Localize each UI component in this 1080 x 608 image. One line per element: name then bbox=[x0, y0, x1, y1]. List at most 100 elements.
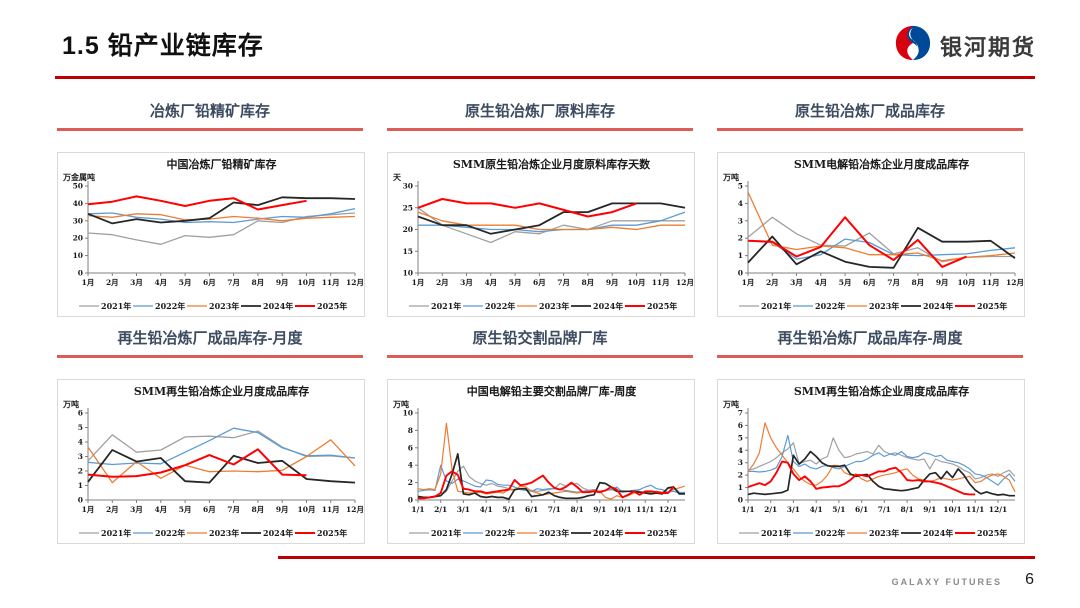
svg-text:4: 4 bbox=[738, 446, 743, 455]
series-2025年 bbox=[87, 195, 307, 211]
axis-unit-label: 万金属吨 bbox=[62, 172, 95, 182]
legend-label: 2024年 bbox=[923, 301, 953, 311]
svg-text:5/1: 5/1 bbox=[832, 505, 845, 514]
section-heading-finished-primary: 原生铅冶炼厂成品库存 bbox=[717, 100, 1023, 131]
legend-label: 2024年 bbox=[593, 528, 623, 538]
svg-text:3/1: 3/1 bbox=[787, 505, 800, 514]
legend-label: 2025年 bbox=[977, 301, 1007, 311]
legend-label: 2024年 bbox=[263, 528, 293, 538]
svg-text:5: 5 bbox=[738, 433, 743, 442]
chart-title: SMM原生铅冶炼企业月度原料库存天数 bbox=[453, 157, 651, 171]
series-2023年 bbox=[87, 213, 356, 222]
svg-text:2月: 2月 bbox=[436, 278, 449, 287]
series-2025年 bbox=[747, 460, 976, 496]
section-heading-recycled-monthly: 再生铅冶炼厂成品库存-月度 bbox=[57, 327, 363, 358]
svg-text:9月: 9月 bbox=[606, 278, 619, 287]
chart-title: SMM再生铅冶炼企业周度成品库存 bbox=[794, 384, 969, 398]
svg-text:1: 1 bbox=[738, 483, 743, 492]
svg-text:3月: 3月 bbox=[130, 278, 143, 287]
axis-unit-label: 天 bbox=[393, 172, 402, 182]
series-2024年 bbox=[417, 202, 686, 235]
svg-text:7月: 7月 bbox=[227, 278, 240, 287]
svg-text:9月: 9月 bbox=[276, 278, 289, 287]
svg-text:6: 6 bbox=[78, 409, 83, 418]
svg-text:8月: 8月 bbox=[252, 278, 265, 287]
chart-title: SMM再生铅冶炼企业月度成品库存 bbox=[134, 384, 309, 398]
svg-text:4: 4 bbox=[408, 461, 413, 470]
svg-text:0: 0 bbox=[738, 496, 743, 505]
svg-text:2: 2 bbox=[738, 234, 743, 243]
svg-text:10月: 10月 bbox=[298, 278, 316, 287]
svg-text:8月: 8月 bbox=[912, 278, 925, 287]
footer-divider bbox=[278, 556, 1035, 559]
chart-delivery-brand-weekly: 中国电解铅主要交割品牌厂库-周度 万吨 0 2 4 6 8 10 1/1 2/1 3/1 4/1 5/1… bbox=[387, 379, 695, 544]
svg-text:10/1: 10/1 bbox=[613, 505, 631, 514]
legend-label: 2022年 bbox=[485, 528, 515, 538]
series-2025年 bbox=[417, 198, 637, 218]
svg-text:8月: 8月 bbox=[582, 278, 595, 287]
svg-text:4: 4 bbox=[738, 199, 743, 208]
svg-text:6月: 6月 bbox=[863, 278, 876, 287]
svg-text:3月: 3月 bbox=[130, 505, 143, 514]
legend-label: 2021年 bbox=[431, 301, 461, 311]
series-2021年 bbox=[87, 430, 356, 462]
legend-label: 2022年 bbox=[485, 301, 515, 311]
series-2022年 bbox=[747, 238, 1016, 260]
svg-text:6: 6 bbox=[738, 421, 743, 430]
svg-text:2: 2 bbox=[78, 467, 83, 476]
svg-text:5: 5 bbox=[78, 423, 83, 432]
chart-title: 中国电解铅主要交割品牌厂库-周度 bbox=[467, 384, 638, 398]
svg-text:0: 0 bbox=[78, 269, 83, 278]
svg-text:8/1: 8/1 bbox=[571, 505, 584, 514]
svg-text:15: 15 bbox=[403, 247, 413, 256]
series-2024年 bbox=[87, 449, 356, 484]
svg-text:9/1: 9/1 bbox=[593, 505, 606, 514]
svg-text:9月: 9月 bbox=[276, 505, 289, 514]
svg-text:8月: 8月 bbox=[252, 505, 265, 514]
logo-wordmark: 银河期货 bbox=[939, 34, 1036, 60]
svg-text:10/1: 10/1 bbox=[943, 505, 961, 514]
legend-label: 2021年 bbox=[101, 528, 131, 538]
chart-electrolytic-finished-monthly: SMM电解铅冶炼企业月度成品库存 万吨 0 1 2 3 4 5 1月 2月 3月 4月 5月 6月 7月 8月… bbox=[717, 152, 1025, 317]
legend-label: 2023年 bbox=[209, 301, 239, 311]
legend-label: 2022年 bbox=[815, 301, 845, 311]
svg-text:5/1: 5/1 bbox=[502, 505, 515, 514]
svg-text:12月: 12月 bbox=[676, 278, 694, 287]
axis-unit-label: 万吨 bbox=[722, 172, 739, 182]
legend-label: 2025年 bbox=[647, 528, 677, 538]
svg-text:1月: 1月 bbox=[82, 505, 95, 514]
chart-title: 中国冶炼厂铅精矿库存 bbox=[167, 157, 277, 171]
svg-text:10月: 10月 bbox=[958, 278, 976, 287]
legend-label: 2023年 bbox=[869, 528, 899, 538]
chart-raw-material-days: SMM原生铅冶炼企业月度原料库存天数天 10 15 20 25 30 1月 2月 3月 4月 5月 6… bbox=[387, 152, 695, 317]
series-2024年 bbox=[747, 226, 1016, 269]
series-2022年 bbox=[87, 427, 356, 466]
svg-text:2: 2 bbox=[738, 471, 743, 480]
svg-text:11/1: 11/1 bbox=[636, 505, 654, 514]
chart-concentrate-inventory: 中国冶炼厂铅精矿库存 万金属吨 0 10 20 30 40 50 1月 2月 3月 4月 5月 6月 7月 8… bbox=[57, 152, 365, 317]
svg-text:25: 25 bbox=[403, 203, 413, 212]
svg-text:0: 0 bbox=[78, 496, 83, 505]
svg-text:5: 5 bbox=[738, 182, 743, 191]
svg-text:5月: 5月 bbox=[179, 505, 192, 514]
svg-text:6: 6 bbox=[408, 443, 413, 452]
svg-text:9/1: 9/1 bbox=[923, 505, 936, 514]
svg-text:12月: 12月 bbox=[346, 278, 364, 287]
legend-label: 2023年 bbox=[539, 528, 569, 538]
legend-label: 2021年 bbox=[431, 528, 461, 538]
svg-text:9月: 9月 bbox=[936, 278, 949, 287]
company-logo: 银河期货 bbox=[894, 24, 1036, 67]
svg-text:1月: 1月 bbox=[412, 278, 425, 287]
svg-text:12/1: 12/1 bbox=[989, 505, 1007, 514]
svg-text:2月: 2月 bbox=[106, 278, 119, 287]
series-2022年 bbox=[418, 211, 686, 233]
svg-text:11月: 11月 bbox=[982, 278, 1000, 287]
series-2022年 bbox=[748, 434, 1016, 486]
svg-text:3: 3 bbox=[738, 458, 743, 467]
series-2022年 bbox=[417, 464, 686, 494]
axis-unit-label: 万吨 bbox=[62, 399, 79, 409]
section-heading-recycled-weekly: 再生铅冶炼厂成品库存-周度 bbox=[717, 327, 1023, 358]
